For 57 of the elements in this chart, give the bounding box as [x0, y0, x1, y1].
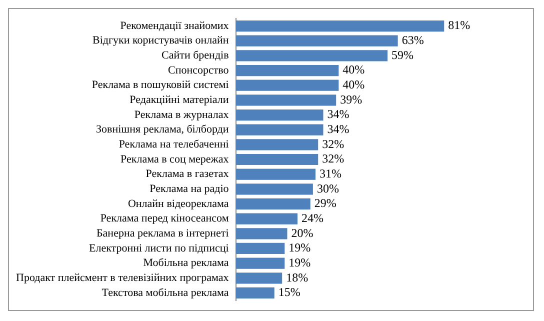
y-tick-label: Продакт плейсмент в телевізійних програмах — [16, 272, 230, 284]
y-tick-label: Реклама в пошуковій системі — [92, 79, 229, 92]
y-tick-label: Спонсорство — [168, 64, 230, 76]
y-tick-label: Рекомендації знайомих — [120, 20, 230, 32]
data-label: 29% — [314, 196, 336, 210]
data-label: 81% — [448, 18, 470, 32]
bar — [236, 184, 313, 195]
bar — [236, 168, 316, 180]
y-tick-label: Реклама на телебаченні — [118, 138, 229, 151]
y-tick-label: Реклама на радіо — [150, 183, 230, 196]
data-label: 32% — [322, 152, 344, 166]
data-label: 40% — [342, 78, 365, 92]
data-label: 40% — [342, 62, 365, 77]
y-tick-label: Електронні листи по підписці — [88, 242, 229, 254]
data-label: 34% — [327, 107, 350, 122]
bar — [236, 154, 318, 166]
bar — [236, 94, 336, 106]
data-label: 19% — [288, 255, 311, 270]
bar — [236, 64, 339, 76]
y-tick-label: Текстова мобільна реклама — [102, 286, 229, 299]
y-tick-label: Зовнішня реклама, білборди — [96, 124, 229, 136]
y-tick-label: Редакційні матеріали — [130, 94, 229, 106]
data-label: 31% — [320, 166, 342, 180]
y-tick-label: Мобільна реклама — [143, 257, 229, 270]
y-tick-label: Сайти брендів — [162, 50, 229, 62]
bar — [236, 124, 324, 136]
data-label: 20% — [291, 226, 314, 240]
bar — [236, 35, 398, 46]
y-tick-label: Онлайн відеореклама — [128, 198, 229, 210]
y-tick-label: Реклама в соц мережах — [120, 153, 230, 166]
y-tick-label: Реклама перед кіносеансом — [100, 212, 229, 225]
data-label: 39% — [340, 92, 362, 106]
bar — [236, 213, 298, 224]
data-label: 24% — [302, 210, 324, 225]
bar — [236, 20, 444, 32]
data-label: 63% — [402, 33, 424, 48]
bar — [236, 50, 388, 62]
y-tick-label: Реклама в газетах — [146, 168, 230, 180]
data-label: 59% — [392, 48, 414, 62]
data-label: 34% — [327, 122, 350, 136]
bar — [236, 272, 282, 284]
bar — [236, 80, 339, 91]
bar — [236, 258, 285, 269]
data-label: 19% — [288, 240, 311, 255]
y-tick-label: Реклама в журналах — [134, 108, 230, 121]
bar — [236, 228, 288, 240]
bar — [236, 109, 324, 121]
y-tick-label: Банерна реклама в інтернеті — [96, 228, 229, 240]
data-label: 30% — [316, 181, 339, 196]
y-tick-label: Відгуки користувачів онлайн — [92, 34, 229, 47]
bar — [236, 287, 274, 299]
data-label: 18% — [286, 270, 308, 284]
bar — [236, 242, 285, 254]
bar — [236, 198, 310, 210]
data-label: 15% — [278, 285, 300, 300]
bar — [236, 139, 318, 150]
data-label: 32% — [322, 136, 344, 151]
